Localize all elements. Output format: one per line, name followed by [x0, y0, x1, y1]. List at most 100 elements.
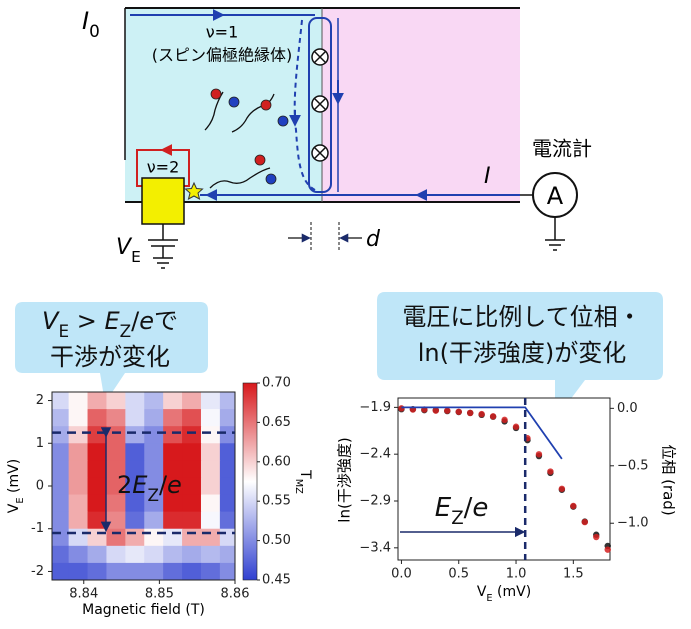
heat-cell [106, 409, 126, 427]
heat-cell [68, 460, 89, 478]
heat-cell [200, 545, 221, 564]
heat-cell [52, 477, 70, 496]
heat-cell [219, 562, 236, 581]
current-label: I [484, 164, 491, 189]
data-point [570, 502, 577, 510]
heat-cell [125, 545, 145, 564]
data-point [432, 407, 440, 414]
heat-cell [182, 528, 202, 547]
heat-cell [163, 511, 183, 530]
heat-cell [87, 426, 107, 444]
text-part: V [116, 235, 133, 260]
heat-cell [106, 477, 126, 496]
text-part: E [435, 493, 452, 523]
heat-cell [52, 392, 70, 410]
text-part: e [167, 471, 182, 499]
heat-cell [219, 392, 236, 410]
heat-cell [87, 477, 107, 496]
nu1-note: (スピン偏極絶縁体) [152, 46, 293, 65]
x-tick-label: 8.86 [221, 587, 250, 602]
heat-cell [68, 443, 89, 461]
heat-cell [163, 494, 183, 513]
heat-cell [52, 494, 70, 513]
heat-cell [200, 477, 221, 496]
text-part: E [132, 471, 148, 499]
heat-cell [52, 426, 70, 444]
text-part: V [6, 503, 22, 513]
heat-cell [125, 409, 145, 427]
text-part: Z [120, 321, 132, 341]
callout-bubble [15, 302, 208, 403]
text-part: d [366, 227, 381, 252]
heat-cell [200, 494, 221, 513]
y-axis-label: ln(干渉強度) [336, 437, 354, 522]
data-point [455, 408, 462, 415]
heat-cell [125, 460, 145, 478]
heat-cell [200, 443, 221, 461]
y-tick-label: −1.9 [359, 400, 391, 415]
heat-cell [52, 562, 70, 581]
text-part: E [104, 307, 120, 335]
y2-axis-label: 位相 (rad) [660, 444, 678, 515]
nu1-label: ν=1 [206, 23, 239, 42]
heat-cell [219, 477, 236, 496]
heat-cell [68, 511, 89, 530]
callout-text: VE > EZ/eで [42, 307, 178, 341]
text-part: 干渉が変化 [50, 343, 170, 371]
heat-cell [68, 528, 89, 547]
heat-cell [68, 409, 89, 427]
heat-cell [87, 409, 107, 427]
text-part: (mV) [493, 584, 532, 600]
heat-cell [144, 511, 164, 530]
x-tick-label: 1.0 [506, 567, 527, 582]
heat-cell [52, 443, 70, 461]
colorbar [242, 382, 258, 581]
heat-cell [87, 392, 107, 410]
heat-cell [52, 409, 70, 427]
device-diagram: I0 ν=1 (スピン偏極絶縁体) ν=2 電流計 A I VE d [82, 7, 592, 269]
d-label: d [366, 227, 381, 252]
heat-cell [125, 511, 145, 530]
span-label: EZ/e [435, 493, 489, 529]
data-point [444, 407, 451, 414]
heat-cell [106, 460, 126, 478]
heat-cell [163, 545, 183, 564]
charts: VE > EZ/eで干渉が変化電圧に比例して位相・ln(干渉強度)が変化8.84… [6, 303, 678, 618]
data-point [501, 416, 508, 424]
colorbar-tick-label: 0.70 [262, 376, 291, 391]
heat-cell [144, 443, 164, 461]
text-part: ln(干渉強度)が変化 [418, 339, 627, 367]
heat-cell [219, 545, 236, 564]
i0-label: I0 [82, 7, 100, 41]
heat-cell [125, 443, 145, 461]
heat-cell [200, 409, 221, 427]
heat-cell [125, 477, 145, 496]
heat-cell [68, 426, 89, 444]
heat-cell [144, 477, 164, 496]
data-point [398, 405, 405, 412]
heat-cell [106, 494, 126, 513]
y2-tick-label: −1.0 [617, 516, 649, 531]
heat-cell [106, 443, 126, 461]
heat-cell [52, 528, 70, 547]
text-part: で [154, 307, 178, 335]
heat-cell [163, 562, 183, 581]
text-part: / [159, 471, 168, 499]
y-tick-label: 0 [36, 479, 44, 494]
data-point [604, 546, 611, 553]
y-tick-label: -1 [31, 521, 44, 536]
heat-cell [182, 511, 202, 530]
heat-cell [106, 392, 126, 410]
heat-cell [163, 426, 183, 444]
heat-cell [182, 477, 202, 496]
text-part: Magnetic field (T) [82, 602, 205, 618]
text-part: e [472, 493, 488, 523]
heat-cell [125, 528, 145, 547]
x-tick-label: 1.5 [563, 567, 584, 582]
heat-cell [52, 511, 70, 530]
heat-cell [182, 409, 202, 427]
heat-cell [182, 545, 202, 564]
text-part: / [131, 307, 140, 335]
heat-cell [144, 392, 164, 410]
heat-cell [87, 443, 107, 461]
